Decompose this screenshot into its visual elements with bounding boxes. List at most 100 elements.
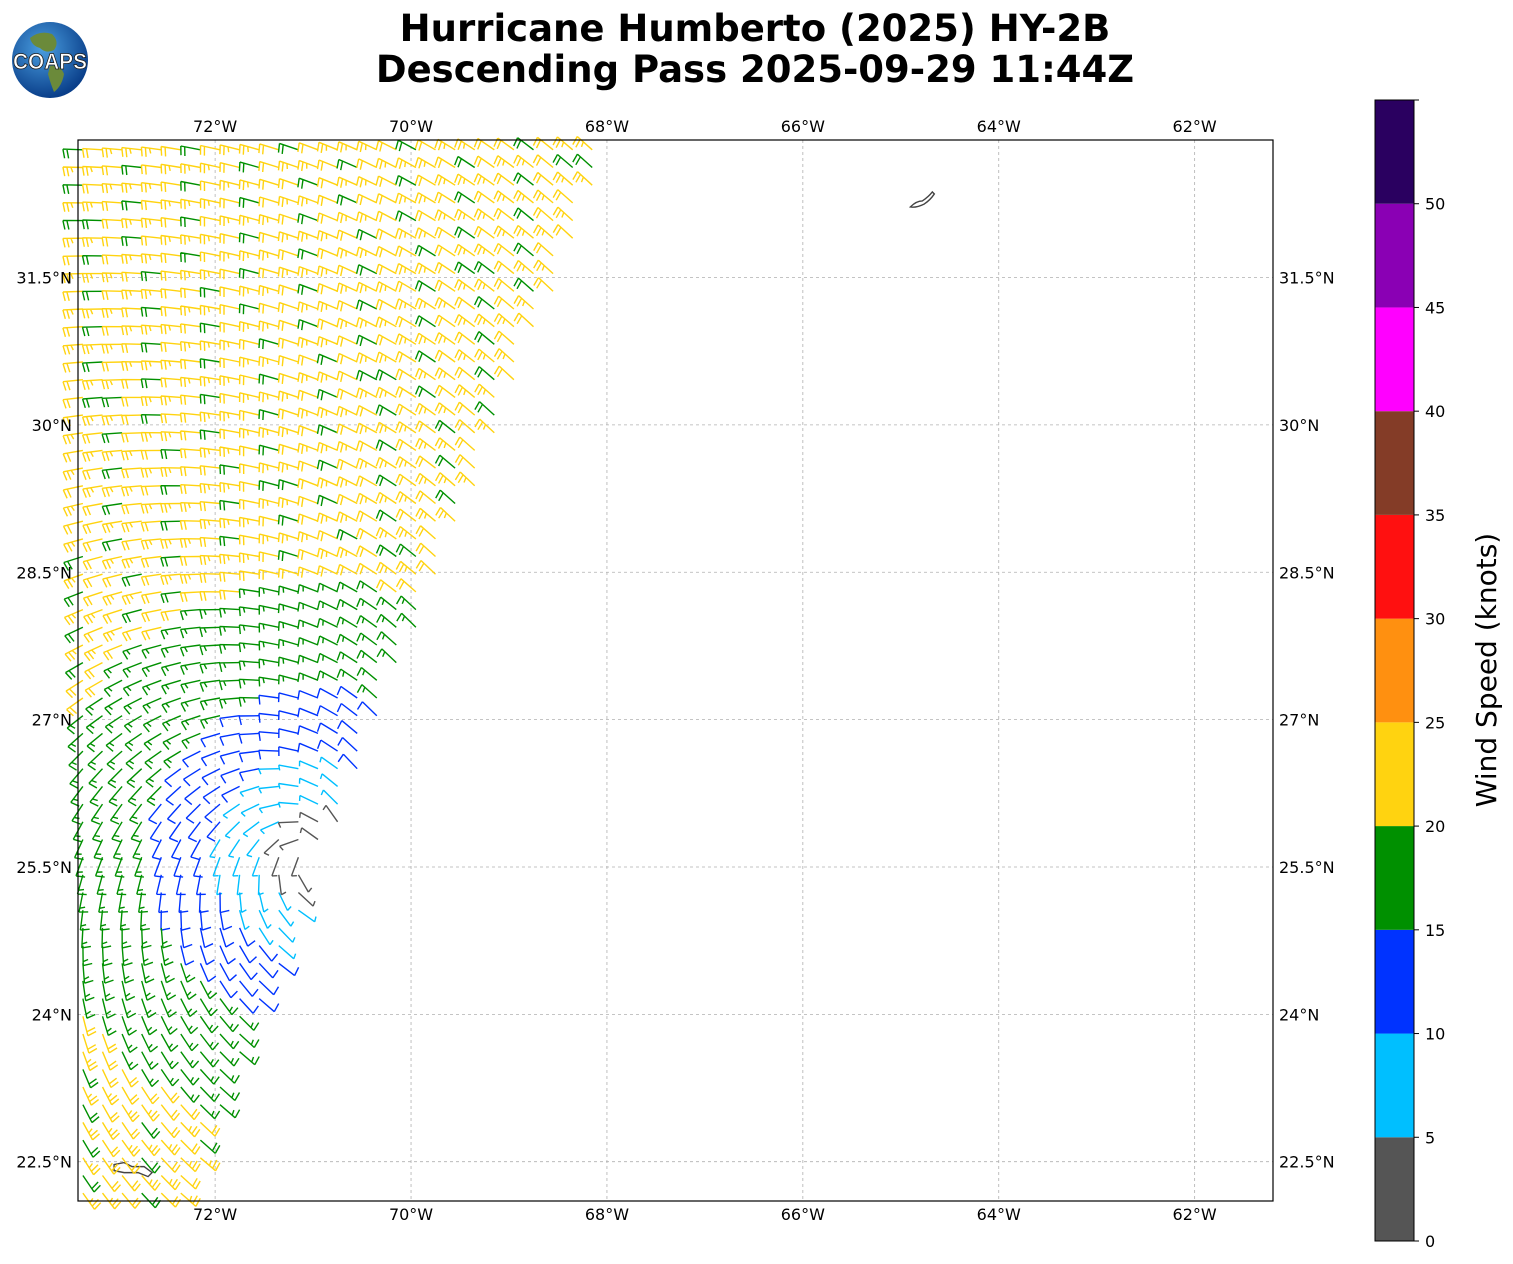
wind-barb	[182, 750, 201, 768]
wind-barb	[316, 582, 338, 593]
wind-barb	[140, 360, 162, 371]
wind-barb	[180, 1121, 201, 1138]
wind-barb	[278, 962, 300, 977]
wind-barb	[395, 174, 417, 187]
wind-barb	[199, 715, 221, 729]
wind-barb	[258, 160, 280, 173]
land-outline	[908, 190, 936, 208]
wind-barb	[219, 1068, 240, 1084]
wind-barb	[105, 732, 123, 752]
wind-barb	[123, 715, 143, 733]
wind-barb	[67, 732, 84, 753]
wind-barb	[258, 622, 279, 633]
wind-barb	[112, 839, 123, 861]
wind-barb	[180, 963, 196, 983]
wind-barb	[415, 437, 436, 451]
wind-barb	[62, 520, 84, 535]
wind-barb	[258, 178, 280, 190]
wind-barb	[238, 678, 260, 689]
wind-barb	[219, 910, 233, 931]
wind-barb	[141, 1139, 161, 1157]
wind-barb	[238, 196, 260, 208]
wind-barb	[161, 679, 182, 695]
wind-barb	[81, 432, 103, 444]
wind-barb	[141, 1121, 161, 1139]
wind-barb	[219, 1051, 240, 1067]
wind-barb	[454, 138, 476, 151]
wind-barb	[82, 1157, 101, 1176]
wind-barb	[434, 454, 456, 469]
wind-barb	[316, 722, 338, 734]
wind-barb	[572, 171, 593, 186]
wind-barb	[513, 189, 534, 204]
wind-barb	[238, 945, 257, 964]
wind-barb	[356, 684, 378, 699]
wind-barb	[187, 821, 201, 843]
wind-barb	[121, 1033, 138, 1053]
wind-barb	[101, 1086, 120, 1106]
wind-barb	[141, 1016, 158, 1036]
wind-barb	[199, 536, 221, 548]
wind-barb	[62, 308, 83, 319]
wind-barb	[316, 335, 338, 348]
wind-barb	[160, 234, 181, 246]
wind-barb	[101, 414, 123, 426]
wind-barb	[356, 140, 378, 153]
wind-barb	[240, 803, 260, 817]
wind-barb	[180, 145, 201, 157]
wind-barb	[297, 601, 319, 612]
wind-barb	[104, 697, 123, 716]
wind-barb	[121, 253, 142, 265]
wind-barb	[160, 1192, 181, 1208]
wind-barb	[121, 608, 142, 624]
wind-barb	[192, 856, 203, 878]
wind-barb	[434, 209, 456, 222]
wind-barb	[336, 493, 358, 506]
wind-barb	[219, 998, 239, 1016]
wind-barb	[199, 644, 221, 656]
wind-barb	[246, 839, 260, 858]
wind-barb	[474, 418, 495, 434]
wind-barb	[179, 358, 201, 370]
wind-barb	[121, 164, 142, 176]
wind-barb	[356, 228, 378, 241]
wind-barb	[513, 224, 534, 239]
wind-barb	[297, 301, 319, 313]
wind-barb	[297, 689, 319, 700]
wind-barb	[101, 396, 123, 408]
wind-barb	[239, 980, 259, 997]
wind-barb	[258, 803, 279, 814]
wind-barb	[454, 155, 476, 169]
wind-barb	[474, 401, 495, 416]
wind-barb	[122, 661, 142, 678]
wind-barb	[258, 785, 279, 794]
wind-barb	[395, 210, 417, 222]
wind-barb	[278, 927, 296, 943]
wind-barb	[175, 874, 186, 896]
wind-barb	[81, 255, 103, 265]
wind-barb	[219, 392, 240, 404]
wind-barb	[415, 455, 436, 469]
wind-barb	[316, 424, 338, 436]
wind-barb	[277, 266, 299, 278]
wind-barb	[375, 456, 397, 469]
wind-barb	[277, 319, 299, 331]
wind-barb	[278, 874, 287, 896]
wind-barb	[356, 701, 378, 717]
wind-barb	[82, 1051, 98, 1072]
wind-barb	[533, 259, 554, 275]
wind-barb	[160, 963, 175, 984]
wind-barb	[375, 210, 397, 223]
wind-barb	[140, 217, 162, 228]
wind-barb	[180, 910, 191, 931]
wind-barb	[63, 591, 84, 608]
wind-barb	[277, 656, 299, 667]
wind-barb	[141, 1051, 159, 1070]
wind-barb	[473, 190, 495, 204]
wind-barb	[435, 506, 456, 522]
wind-barb	[199, 429, 221, 440]
wind-barb	[258, 551, 279, 563]
wind-barb	[121, 307, 142, 318]
colorbar-tick-label: 45	[1425, 298, 1445, 317]
wind-barb	[219, 357, 240, 369]
